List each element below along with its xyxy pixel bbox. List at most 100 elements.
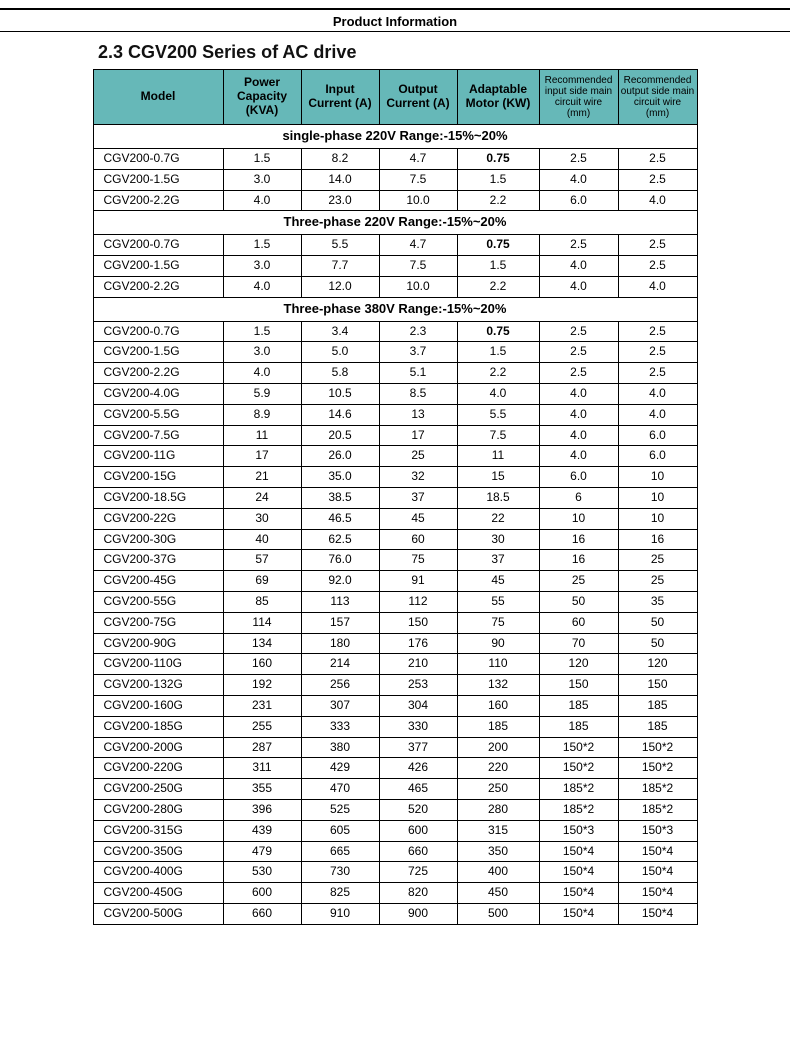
col-header-input-wire: Recommended input side main circuit wire… — [539, 70, 618, 125]
data-cell: 6.0 — [539, 467, 618, 488]
data-cell: 160 — [457, 695, 539, 716]
model-cell: CGV200-4.0G — [93, 383, 223, 404]
data-cell: 150 — [539, 675, 618, 696]
data-cell: 1.5 — [223, 321, 301, 342]
data-cell: 2.2 — [457, 190, 539, 211]
data-cell: 37 — [457, 550, 539, 571]
data-cell: 330 — [379, 716, 457, 737]
model-cell: CGV200-11G — [93, 446, 223, 467]
data-cell: 3.0 — [223, 342, 301, 363]
data-cell: 2.5 — [618, 363, 697, 384]
model-cell: CGV200-0.7G — [93, 148, 223, 169]
data-cell: 23.0 — [301, 190, 379, 211]
data-cell: 70 — [539, 633, 618, 654]
data-cell: 6 — [539, 487, 618, 508]
col-header-output: Output Current (A) — [379, 70, 457, 125]
data-cell: 2.5 — [539, 148, 618, 169]
data-cell: 5.5 — [457, 404, 539, 425]
data-cell: 112 — [379, 591, 457, 612]
hdr-text: output side main — [621, 86, 695, 97]
data-cell: 50 — [618, 612, 697, 633]
col-header-motor: Adaptable Motor (KW) — [457, 70, 539, 125]
data-cell: 4.0 — [223, 363, 301, 384]
table-row: CGV200-0.7G1.55.54.70.752.52.5 — [93, 235, 697, 256]
hdr-text: Input — [325, 82, 354, 96]
data-cell: 110 — [457, 654, 539, 675]
page: Product Information 2.3 CGV200 Series of… — [0, 8, 790, 945]
data-cell: 5.1 — [379, 363, 457, 384]
data-cell: 255 — [223, 716, 301, 737]
page-header: Product Information — [0, 10, 790, 32]
group-header-cell: Three-phase 220V Range:-15%~20% — [93, 211, 697, 235]
data-cell: 825 — [301, 883, 379, 904]
data-cell: 14.0 — [301, 169, 379, 190]
data-cell: 250 — [457, 779, 539, 800]
data-cell: 4.0 — [223, 276, 301, 297]
model-cell: CGV200-400G — [93, 862, 223, 883]
data-cell: 7.7 — [301, 256, 379, 277]
data-cell: 426 — [379, 758, 457, 779]
model-cell: CGV200-1.5G — [93, 256, 223, 277]
data-cell: 7.5 — [379, 169, 457, 190]
data-cell: 150 — [618, 675, 697, 696]
data-cell: 35.0 — [301, 467, 379, 488]
data-cell: 150*2 — [618, 737, 697, 758]
data-cell: 75 — [457, 612, 539, 633]
data-cell: 2.5 — [618, 342, 697, 363]
model-cell: CGV200-0.7G — [93, 235, 223, 256]
data-cell: 150*4 — [539, 841, 618, 862]
col-header-model: Model — [93, 70, 223, 125]
data-cell: 8.2 — [301, 148, 379, 169]
data-cell: 55 — [457, 591, 539, 612]
data-cell: 11 — [223, 425, 301, 446]
data-cell: 600 — [223, 883, 301, 904]
data-cell: 2.5 — [618, 256, 697, 277]
data-cell: 120 — [618, 654, 697, 675]
data-cell: 60 — [539, 612, 618, 633]
model-cell: CGV200-55G — [93, 591, 223, 612]
data-cell: 4.0 — [539, 404, 618, 425]
data-cell: 17 — [223, 446, 301, 467]
hdr-text: Output — [398, 82, 437, 96]
data-cell: 35 — [618, 591, 697, 612]
data-cell: 1.5 — [223, 148, 301, 169]
table-head: Model Power Capacity (KVA) Input Current… — [93, 70, 697, 125]
hdr-text: (KW) — [502, 96, 530, 110]
data-cell: 185 — [618, 716, 697, 737]
data-cell: 1.5 — [457, 169, 539, 190]
data-cell: 185*2 — [618, 799, 697, 820]
data-cell: 3.0 — [223, 169, 301, 190]
data-cell: 90 — [457, 633, 539, 654]
table-row: CGV200-0.7G1.53.42.30.752.52.5 — [93, 321, 697, 342]
table-row: CGV200-185G255333330185185185 — [93, 716, 697, 737]
data-cell: 900 — [379, 903, 457, 924]
table-row: CGV200-1.5G3.014.07.51.54.02.5 — [93, 169, 697, 190]
data-cell: 4.0 — [539, 256, 618, 277]
data-cell: 114 — [223, 612, 301, 633]
table-row: CGV200-11G1726.025114.06.0 — [93, 446, 697, 467]
data-cell: 13 — [379, 404, 457, 425]
data-cell: 12.0 — [301, 276, 379, 297]
table-row: CGV200-110G160214210110120120 — [93, 654, 697, 675]
data-cell: 4.0 — [539, 383, 618, 404]
data-cell: 17 — [379, 425, 457, 446]
data-cell: 185 — [539, 695, 618, 716]
model-cell: CGV200-132G — [93, 675, 223, 696]
table-row: CGV200-45G6992.091452525 — [93, 571, 697, 592]
data-cell: 0.75 — [457, 148, 539, 169]
data-cell: 30 — [223, 508, 301, 529]
group-header-row: single-phase 220V Range:-15%~20% — [93, 125, 697, 149]
data-cell: 2.5 — [539, 321, 618, 342]
data-cell: 185 — [539, 716, 618, 737]
data-cell: 315 — [457, 820, 539, 841]
header-row: Model Power Capacity (KVA) Input Current… — [93, 70, 697, 125]
data-cell: 38.5 — [301, 487, 379, 508]
data-cell: 253 — [379, 675, 457, 696]
model-cell: CGV200-315G — [93, 820, 223, 841]
model-cell: CGV200-185G — [93, 716, 223, 737]
data-cell: 200 — [457, 737, 539, 758]
data-cell: 520 — [379, 799, 457, 820]
hdr-text: Current — [386, 96, 429, 110]
table-row: CGV200-22G3046.545221010 — [93, 508, 697, 529]
data-cell: 192 — [223, 675, 301, 696]
